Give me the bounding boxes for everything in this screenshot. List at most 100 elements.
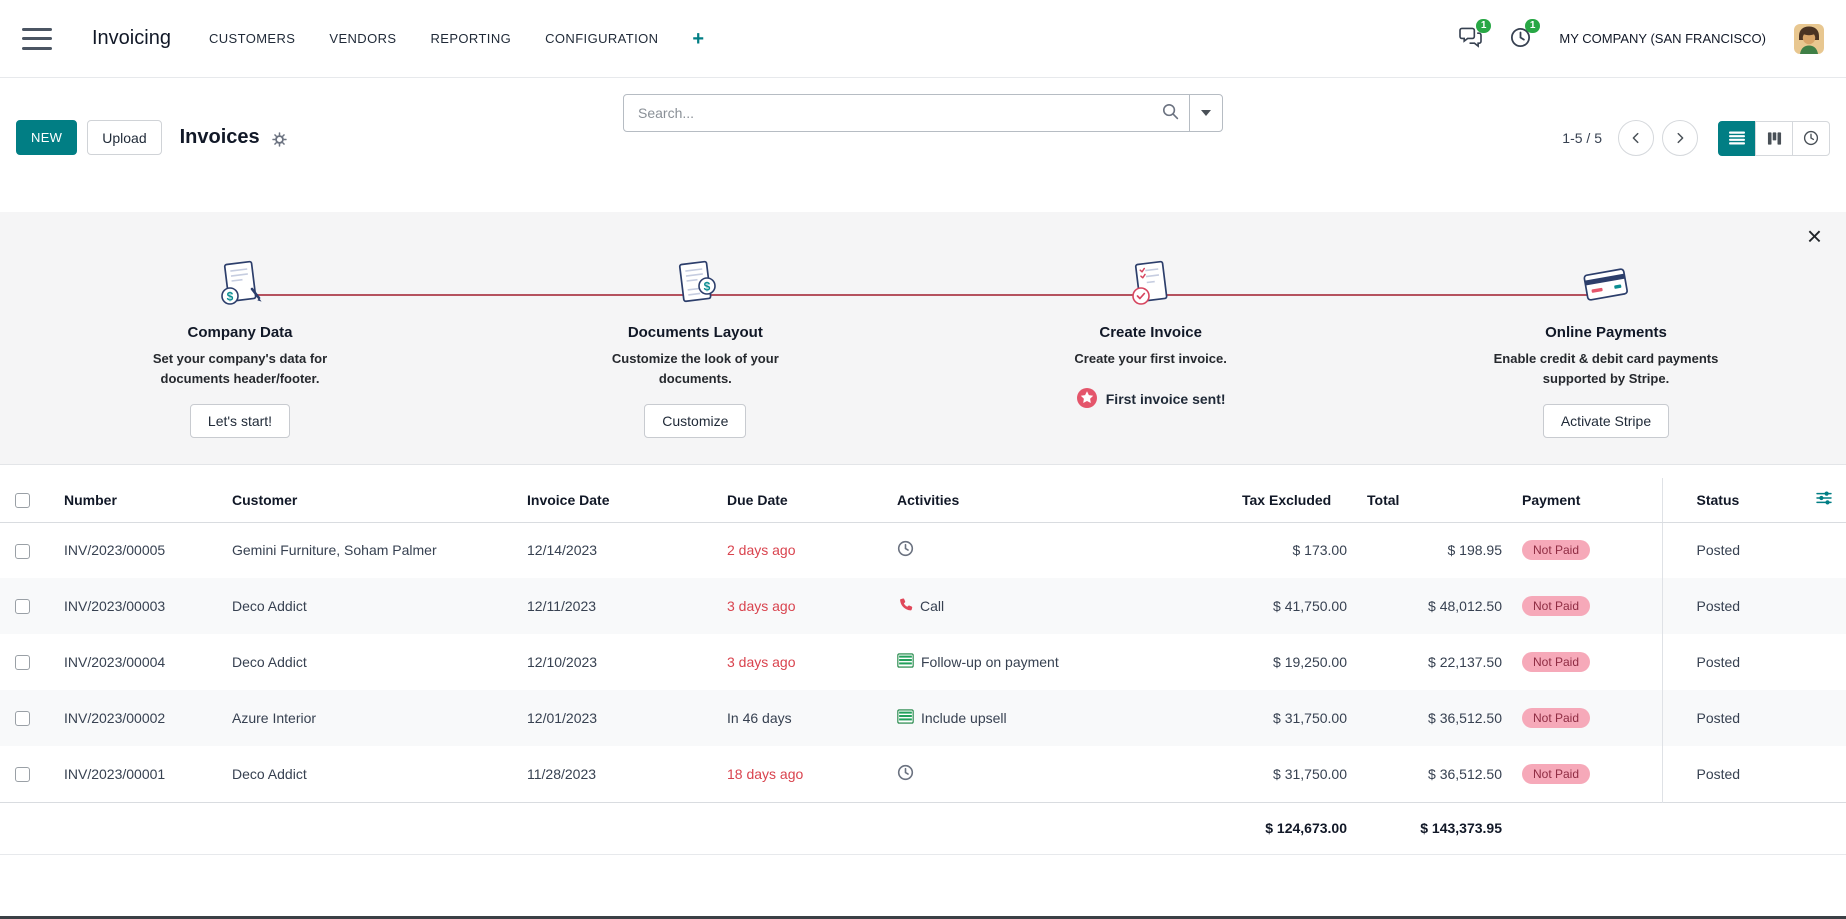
clock-activity-icon[interactable]	[897, 540, 914, 560]
payment-status-badge: Not Paid	[1522, 763, 1591, 784]
payment-status-badge: Not Paid	[1522, 708, 1591, 728]
avatar[interactable]	[1794, 23, 1824, 54]
row-checkbox[interactable]	[15, 767, 30, 783]
close-onboarding-icon[interactable]: ×	[1801, 222, 1828, 250]
payment-status-badge: Not Paid	[1522, 540, 1591, 561]
messages-button[interactable]: 1	[1459, 18, 1492, 51]
clock-icon	[1510, 27, 1531, 51]
customize-button[interactable]: Customize	[644, 404, 747, 438]
first-invoice-sent-label: First invoice sent!	[1105, 391, 1226, 407]
header-total[interactable]: Total	[1357, 478, 1512, 523]
upload-button[interactable]: Upload	[87, 120, 162, 155]
onboarding-step-documents-layout: $ Documents Layout Customize the look of…	[545, 252, 845, 438]
onboarding-banner: × $ Company Data Set your company's data…	[0, 212, 1846, 465]
row-checkbox[interactable]	[15, 543, 30, 559]
menu-vendors[interactable]: VENDORS	[329, 31, 397, 46]
total-amount: $ 48,012.50	[1428, 598, 1502, 614]
list-view-button[interactable]	[1718, 120, 1756, 156]
lets-start-button[interactable]: Let's start!	[189, 404, 291, 438]
company-data-document-icon: $	[90, 252, 390, 314]
total-amount: $ 198.95	[1447, 542, 1503, 559]
header-activities[interactable]: Activities	[887, 478, 1232, 523]
select-all-checkbox[interactable]	[15, 493, 30, 509]
pager-value[interactable]: 1-5 / 5	[1562, 130, 1602, 146]
header-payment[interactable]: Payment	[1512, 478, 1662, 523]
activities-count-badge: 1	[1524, 18, 1541, 33]
header-invoice-date[interactable]: Invoice Date	[517, 478, 717, 523]
row-checkbox[interactable]	[15, 711, 30, 727]
main-menu: CUSTOMERS VENDORS REPORTING CONFIGURATIO…	[209, 29, 705, 49]
search-input[interactable]	[636, 104, 1162, 122]
customer-name: Deco Addict	[232, 598, 307, 614]
step-title: Documents Layout	[627, 324, 763, 341]
activities-button[interactable]: 1	[1510, 18, 1541, 51]
kanban-view-button[interactable]	[1755, 120, 1793, 156]
top-navbar: Invoicing CUSTOMERS VENDORS REPORTING CO…	[0, 0, 1846, 78]
status-value: Posted	[1661, 522, 1802, 578]
step-title: Online Payments	[1545, 324, 1667, 341]
menu-configuration[interactable]: CONFIGURATION	[545, 31, 659, 46]
row-checkbox[interactable]	[15, 655, 30, 671]
table-row[interactable]: INV/2023/00003 Deco Addict 12/11/2023 3 …	[0, 578, 1846, 634]
invoices-table: Number Customer Invoice Date Due Date Ac…	[0, 478, 1846, 855]
customer-name: Gemini Furniture, Soham Palmer	[232, 542, 437, 559]
total-amount: $ 36,512.50	[1428, 710, 1502, 726]
credit-card-icon	[1456, 252, 1756, 314]
window-bottom-edge	[0, 916, 1846, 919]
chat-bubbles-icon	[1459, 27, 1483, 51]
step-title: Company Data	[187, 324, 293, 341]
activity-label[interactable]: Follow-up on payment	[921, 654, 1059, 670]
optional-columns-icon[interactable]	[1802, 478, 1846, 523]
user-company-menu[interactable]: MY COMPANY (SAN FRANCISCO)	[1559, 31, 1766, 46]
step-description: Set your company's data for documents he…	[152, 351, 328, 386]
header-status[interactable]: Status	[1661, 478, 1802, 523]
phone-activity-icon[interactable]	[897, 597, 913, 616]
status-value: Posted	[1661, 690, 1802, 746]
pager-previous-button[interactable]	[1618, 120, 1654, 156]
messages-count-badge: 1	[1475, 18, 1492, 33]
step-description: Enable credit & debit card payments supp…	[1493, 351, 1719, 386]
search-dropdown-toggle[interactable]	[1189, 94, 1223, 132]
header-due-date[interactable]: Due Date	[717, 478, 887, 523]
invoice-date: 11/28/2023	[527, 765, 597, 782]
app-title[interactable]: Invoicing	[92, 27, 171, 49]
tax-excluded-amount: $ 173.00	[1292, 542, 1348, 559]
activity-view-button[interactable]	[1792, 120, 1830, 156]
menu-reporting[interactable]: REPORTING	[430, 31, 512, 46]
header-tax-excluded[interactable]: Tax Excluded	[1232, 478, 1357, 523]
gear-icon[interactable]	[270, 132, 289, 147]
activate-stripe-button[interactable]: Activate Stripe	[1542, 404, 1670, 438]
total-amount: $ 36,512.50	[1428, 765, 1502, 782]
customer-name: Azure Interior	[232, 710, 317, 726]
header-customer[interactable]: Customer	[222, 478, 517, 523]
search-bar	[623, 94, 1190, 132]
row-checkbox[interactable]	[15, 599, 30, 615]
table-row[interactable]: INV/2023/00002 Azure Interior 12/01/2023…	[0, 690, 1846, 746]
due-date: 2 days ago	[727, 542, 796, 559]
step-description: Create your first invoice.	[1074, 351, 1227, 366]
table-row[interactable]: INV/2023/00004 Deco Addict 12/10/2023 3 …	[0, 634, 1846, 690]
invoice-number: INV/2023/00004	[64, 654, 166, 670]
invoice-date: 12/14/2023	[527, 542, 598, 559]
search-icon[interactable]	[1162, 103, 1179, 123]
onboarding-step-company-data: $ Company Data Set your company's data f…	[90, 252, 390, 438]
table-row[interactable]: INV/2023/00001 Deco Addict 11/28/2023 18…	[0, 746, 1846, 802]
apps-menu-icon[interactable]	[22, 27, 52, 50]
note-activity-icon[interactable]	[897, 709, 914, 727]
table-row[interactable]: INV/2023/00005 Gemini Furniture, Soham P…	[0, 522, 1846, 578]
invoice-number: INV/2023/00003	[64, 598, 166, 614]
activity-label[interactable]: Call	[920, 598, 945, 614]
invoice-number: INV/2023/00002	[64, 710, 166, 726]
new-button[interactable]: NEW	[16, 120, 78, 155]
plus-icon[interactable]: +	[692, 27, 705, 50]
pager-next-button[interactable]	[1662, 120, 1698, 156]
header-number[interactable]: Number	[52, 478, 222, 523]
clock-activity-icon[interactable]	[897, 764, 914, 784]
total-amount: $ 22,137.50	[1428, 654, 1502, 670]
tax-excluded-amount: $ 41,750.00	[1273, 598, 1347, 614]
note-activity-icon[interactable]	[897, 653, 914, 671]
menu-customers[interactable]: CUSTOMERS	[208, 31, 296, 46]
activity-label[interactable]: Include upsell	[921, 710, 1007, 726]
grand-total: $ 143,373.95	[1357, 801, 1512, 855]
table-footer-row: $ 124,673.00 $ 143,373.95	[0, 801, 1846, 855]
